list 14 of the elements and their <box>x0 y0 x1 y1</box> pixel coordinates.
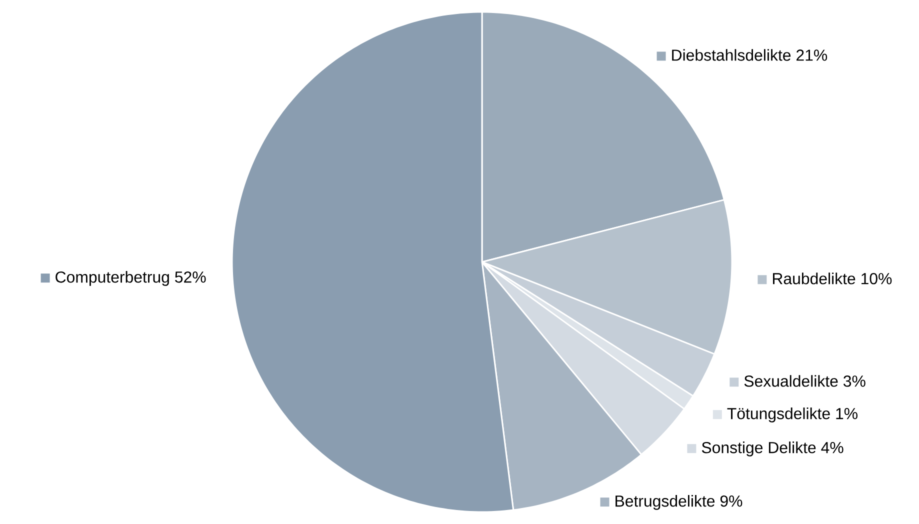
legend-label: Betrugsdelikte <box>616 495 715 510</box>
legend-label: Sonstige Delikte <box>702 442 816 456</box>
data-label: 9% <box>720 495 742 507</box>
data-label: 1% <box>836 408 858 420</box>
data-label: 4% <box>821 442 844 454</box>
data-label: 10% <box>862 273 892 284</box>
legend-label: Computerbetrug <box>56 271 169 286</box>
data-label: 21% <box>796 50 828 61</box>
legend-label: Sexualdelikte <box>744 375 838 387</box>
legend-label: Diebstahlsdelikte <box>672 49 791 61</box>
legend-label: Raubdelikte <box>773 272 856 284</box>
data-label: 52% <box>175 271 206 283</box>
data-label: 3% <box>844 376 866 387</box>
legend-label: Tötungsdelikte <box>727 408 830 422</box>
